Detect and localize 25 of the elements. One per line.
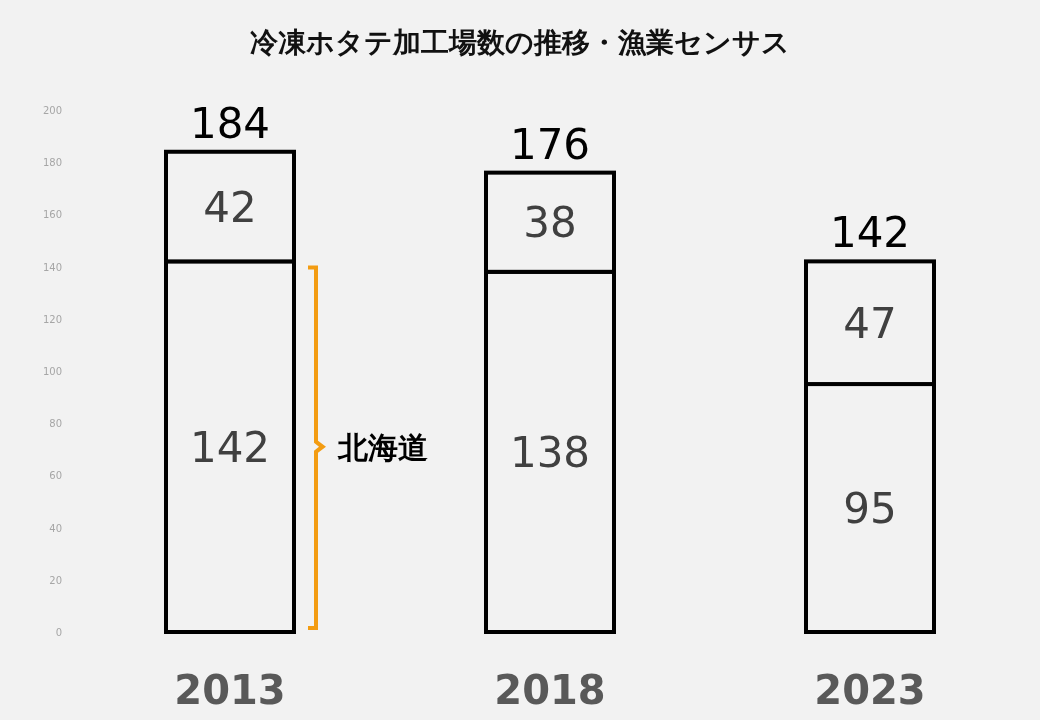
y-tick-label: 100 [42,366,62,377]
data-label: 142 [189,422,271,472]
x-tick-label: 2013 [174,667,286,713]
y-tick-label: 60 [49,470,62,482]
annotation: 北海道 [337,429,428,465]
x-tick-label: 2018 [494,667,606,713]
y-tick-label: 200 [42,105,62,116]
y-tick-label: 40 [49,522,62,534]
total-label: 142 [829,208,911,258]
data-label: 138 [509,427,591,477]
y-tick-label: 20 [49,574,62,586]
x-tick-label: 2023 [814,667,926,713]
chart-title: 冷凍ホタテ加工場数の推移・漁業センサス [250,26,790,59]
y-tick-label: 120 [42,313,62,325]
data-label: 95 [843,484,897,534]
y-tick-label: 0 [55,627,62,638]
data-label: 47 [843,298,897,348]
total-label: 184 [189,98,271,148]
data-label: 42 [203,182,257,232]
data-label: 38 [523,198,577,248]
y-tick-label: 180 [42,157,62,169]
y-tick-label: 80 [49,418,62,430]
y-tick-label: 160 [42,209,62,221]
total-label: 176 [509,119,591,169]
y-tick-label: 140 [42,261,62,273]
